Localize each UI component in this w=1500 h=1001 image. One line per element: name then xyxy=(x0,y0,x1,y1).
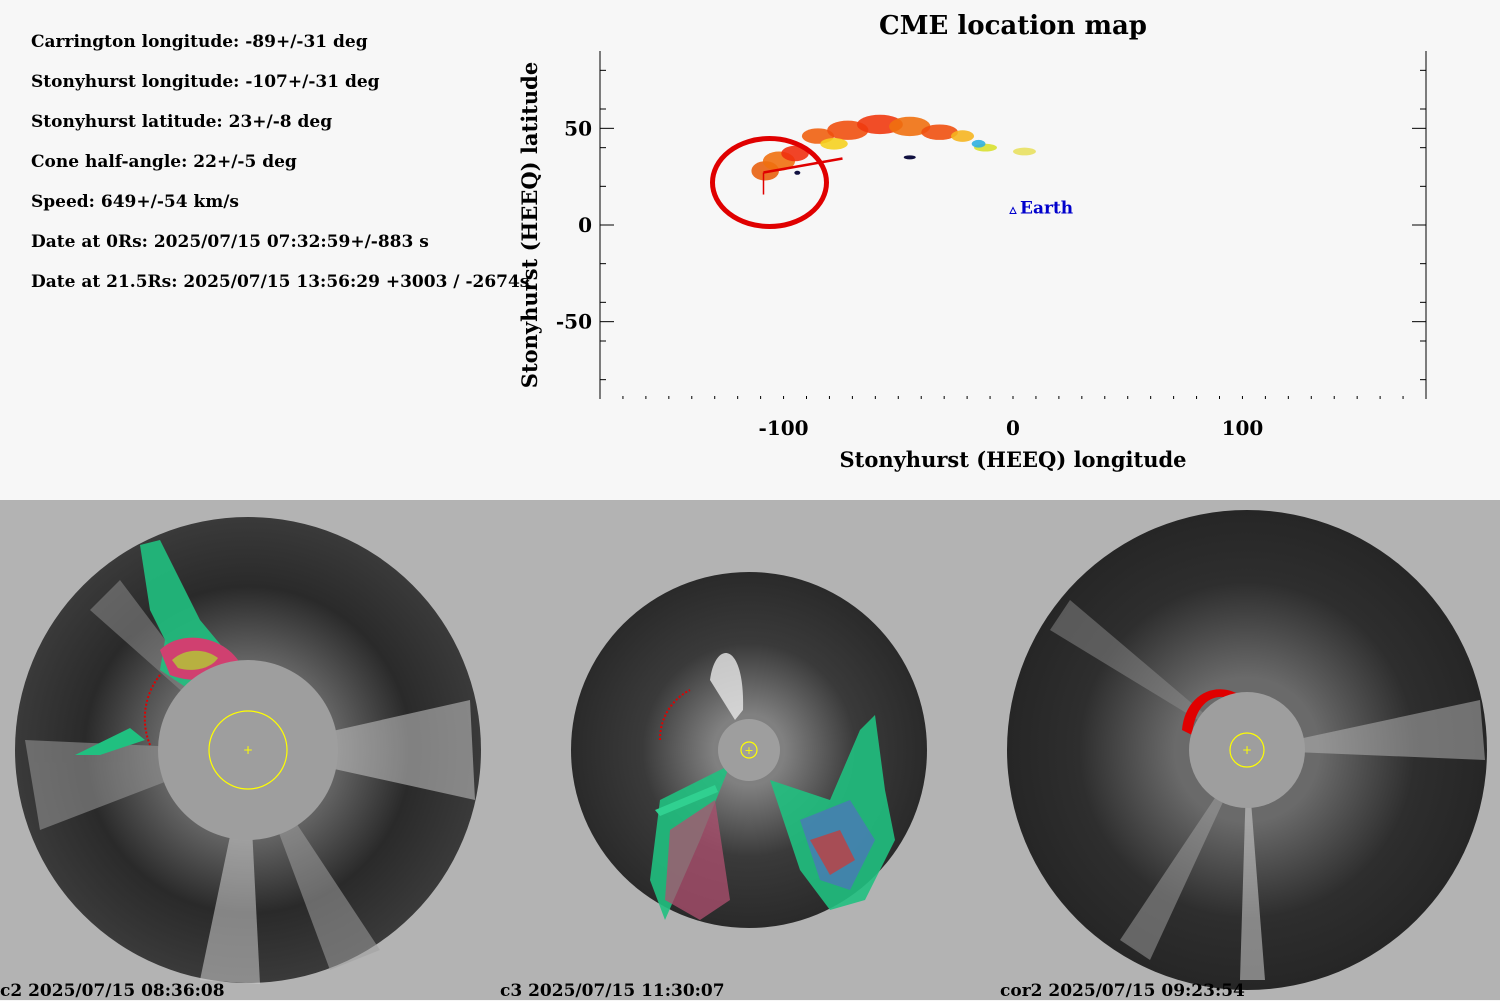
x-tick-label: -100 xyxy=(759,416,809,440)
c2-cone-fit-arc xyxy=(143,674,161,746)
cme-density-blob xyxy=(951,130,974,142)
cor2-panel-label: cor2 2025/07/15 09:23:54 xyxy=(1000,981,1245,1001)
chart-axes: 50 0 -50 -100 0 100 xyxy=(556,51,1427,440)
cme-direction-line xyxy=(763,157,843,174)
cme-density-blob xyxy=(921,124,958,140)
stonyhurst-latitude-text: Stonyhurst latitude: 23+/-8 deg xyxy=(31,112,333,132)
cme-density-blob xyxy=(971,139,986,148)
chart-markers: Earth xyxy=(709,136,1073,230)
x-axis-label: Stonyhurst (HEEQ) longitude xyxy=(839,447,1186,472)
c3-occulter xyxy=(718,719,780,781)
cor2-occulter xyxy=(1189,692,1305,808)
carrington-longitude-text: Carrington longitude: -89+/-31 deg xyxy=(31,32,368,52)
cor2-sun-circle xyxy=(1229,732,1265,768)
x-tick-label: 100 xyxy=(1222,416,1264,440)
cme-dark-mark xyxy=(903,155,916,160)
cme-location-map: CME location map 50 0 -50 -100 0 100 Earth St… xyxy=(517,11,1427,472)
speed-text: Speed: 649+/-54 km/s xyxy=(31,192,239,212)
cme-density-blob xyxy=(889,116,931,137)
cme-source-circle xyxy=(709,136,829,230)
coronagraph-panels: + c2 2025/07/15 08:36:08 + c3 2025/07/15… xyxy=(0,500,1500,1001)
cone-half-angle-text: Cone half-angle: 22+/-5 deg xyxy=(31,152,297,172)
c3-sun-circle xyxy=(740,741,758,759)
c2-cme-flank xyxy=(75,728,145,755)
chart-title: CME location map xyxy=(879,11,1147,41)
cme-dark-mark xyxy=(794,170,801,175)
x-tick-label: 0 xyxy=(1006,416,1020,440)
date-21-5rs-text: Date at 21.5Rs: 2025/07/15 13:56:29 +300… xyxy=(31,272,530,292)
cme-density-blob xyxy=(1012,147,1036,156)
y-tick-label: -50 xyxy=(556,310,592,334)
c2-sun-circle xyxy=(208,710,288,790)
earth-label: Earth xyxy=(1020,198,1073,218)
cor2-cme-front xyxy=(1182,689,1240,735)
y-axis-label: Stonyhurst (HEEQ) latitude xyxy=(517,62,542,388)
c3-coronagraph-image: + xyxy=(571,572,927,928)
cor2-sun-center-mark: + xyxy=(1242,743,1252,757)
c3-cme-streak xyxy=(655,785,718,816)
date-0rs-text: Date at 0Rs: 2025/07/15 07:32:59+/-883 s xyxy=(31,232,429,252)
c3-sun-center-mark: + xyxy=(744,744,753,757)
cor2-coronagraph-image: + xyxy=(1007,510,1487,990)
c2-sun-center-mark: + xyxy=(243,743,253,757)
earth-marker xyxy=(1009,206,1017,214)
c2-panel-label: c2 2025/07/15 08:36:08 xyxy=(0,981,225,1001)
c2-coronagraph-image: + xyxy=(15,517,481,984)
cme-density-blob xyxy=(781,145,809,162)
stonyhurst-longitude-text: Stonyhurst longitude: -107+/-31 deg xyxy=(31,72,380,92)
cme-density-plot xyxy=(751,114,1036,181)
cme-density-blob xyxy=(820,138,848,150)
c2-occulter xyxy=(158,660,338,840)
top-section: Carrington longitude: -89+/-31 deg Stony… xyxy=(0,0,1500,500)
y-tick-label: 0 xyxy=(578,213,592,237)
c3-panel-label: c3 2025/07/15 11:30:07 xyxy=(500,981,725,1001)
y-tick-label: 50 xyxy=(564,116,592,140)
c3-bright-loop xyxy=(710,652,744,720)
